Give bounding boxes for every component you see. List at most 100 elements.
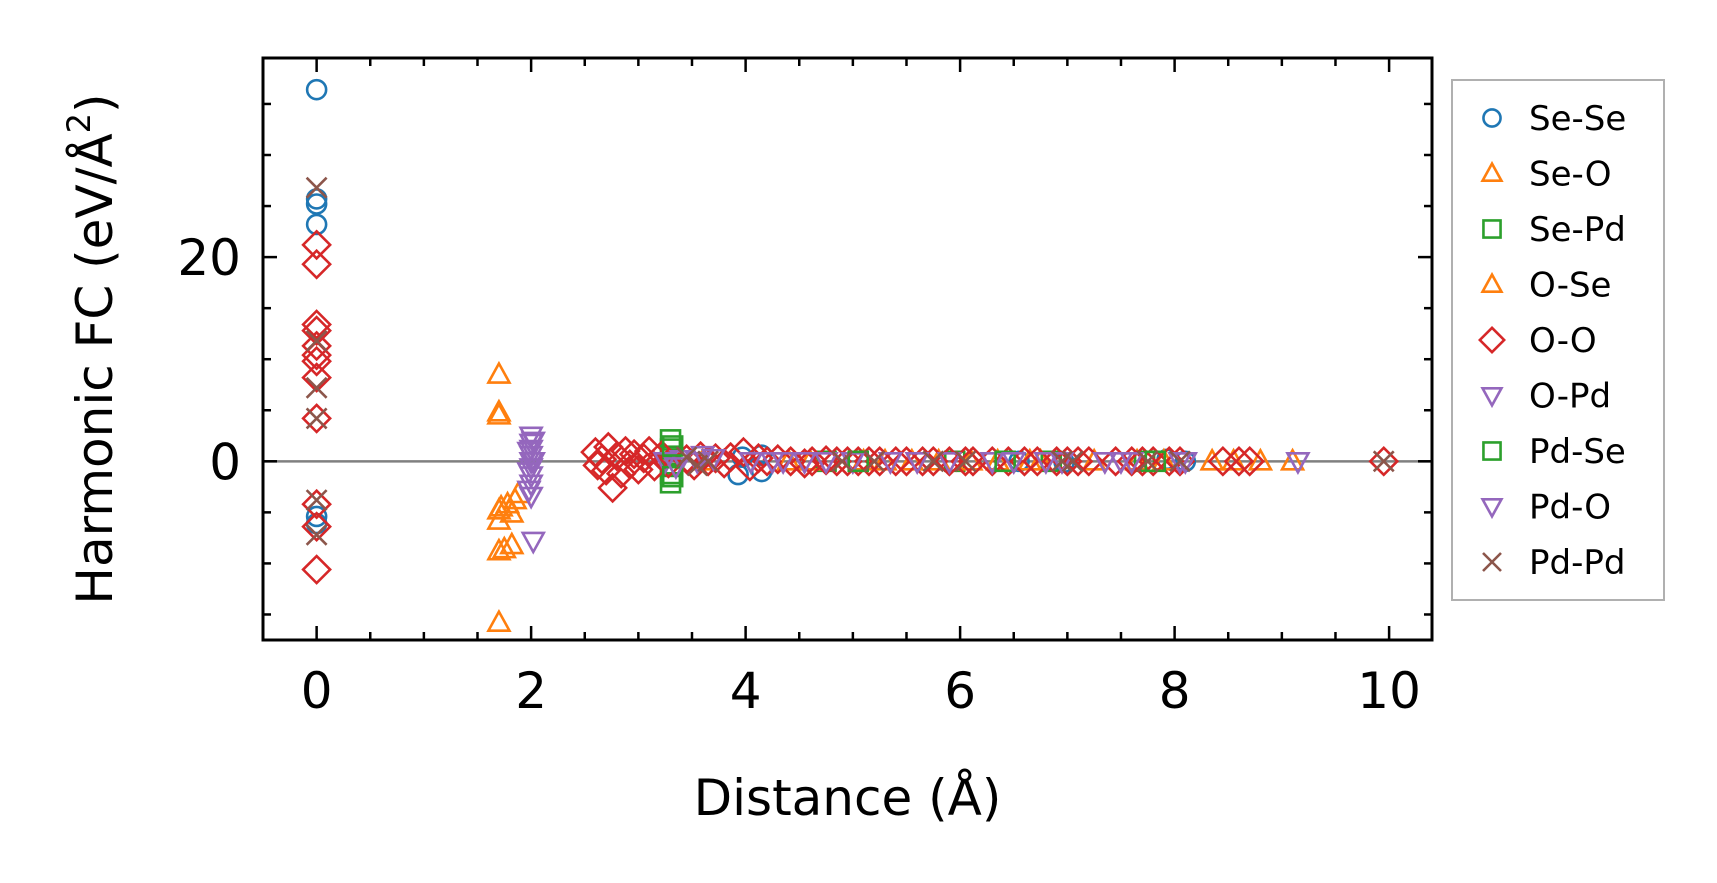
legend-entry-o-se: O-Se xyxy=(1480,266,1611,306)
point-pd-o xyxy=(904,452,930,476)
x-tick-label: 8 xyxy=(1159,662,1191,720)
point-o-pd xyxy=(1092,452,1118,476)
legend-marker-pd-pd xyxy=(1482,552,1502,572)
series-pd-o xyxy=(516,431,1193,504)
point-o-o xyxy=(301,248,332,280)
point-pd-pd xyxy=(1372,450,1395,473)
y-axis-label-main: Harmonic FC (eV/Å xyxy=(66,133,124,604)
legend-marker-pd-o xyxy=(1480,497,1504,520)
legend-entry-se-se: Se-Se xyxy=(1482,99,1626,139)
point-o-o xyxy=(762,443,794,475)
point-o-o xyxy=(601,440,633,472)
point-o-o xyxy=(301,511,332,543)
point-o-o xyxy=(728,436,759,468)
point-pd-pd xyxy=(831,450,854,473)
point-pd-o xyxy=(520,431,546,455)
point-se-se xyxy=(305,193,328,215)
point-o-o xyxy=(301,229,332,261)
x-tick-label: 6 xyxy=(944,662,976,720)
point-pd-o xyxy=(690,445,716,469)
point-pd-se xyxy=(661,465,684,488)
legend-entry-se-pd: Se-Pd xyxy=(1482,210,1626,250)
point-o-o xyxy=(1234,445,1266,477)
point-o-o xyxy=(597,472,628,504)
axes-frame xyxy=(261,56,1434,642)
axis-ticks xyxy=(261,58,1432,640)
legend-label: Se-O xyxy=(1529,155,1611,195)
point-o-pd xyxy=(520,531,546,555)
y-axis-label-close: ) xyxy=(66,93,124,113)
point-o-pd xyxy=(1285,452,1311,476)
point-pd-pd xyxy=(1061,450,1084,473)
point-o-o xyxy=(614,449,646,480)
point-o-o xyxy=(605,458,637,489)
tick-labels: 0 2 4 6 8 10 0 20 xyxy=(177,229,1421,720)
point-pd-pd xyxy=(863,450,886,473)
point-o-o xyxy=(301,362,332,393)
point-pd-pd xyxy=(697,450,719,473)
point-o-o xyxy=(1207,445,1239,477)
point-pd-pd xyxy=(305,523,328,546)
point-pd-pd xyxy=(954,450,977,473)
legend-marker-o-o xyxy=(1478,326,1506,354)
point-pd-se xyxy=(847,450,870,473)
y-axis-label: Harmonic FC (eV/Å2) xyxy=(60,93,124,604)
x-axis-label: Distance (Å) xyxy=(694,769,1002,827)
point-se-o xyxy=(1247,447,1274,471)
point-o-o xyxy=(301,345,332,377)
legend-entry-o-pd: O-Pd xyxy=(1480,377,1611,417)
legend-entry-se-o: Se-O xyxy=(1480,155,1611,195)
point-o-o xyxy=(796,445,828,477)
point-pd-o xyxy=(759,452,786,476)
point-o-pd xyxy=(877,452,904,476)
point-pd-o xyxy=(1001,452,1027,476)
point-pd-pd xyxy=(305,376,328,399)
point-pd-pd xyxy=(305,489,328,512)
point-o-o xyxy=(301,488,332,520)
legend-marker-o-se xyxy=(1480,271,1504,294)
point-o-o xyxy=(301,309,332,340)
point-o-o xyxy=(301,403,332,434)
legend-label: O-Pd xyxy=(1529,377,1611,417)
point-pd-o xyxy=(516,480,542,504)
legend-marker-se-o xyxy=(1480,160,1504,182)
point-se-o xyxy=(486,360,512,384)
point-o-se xyxy=(491,535,518,559)
legend-label: Se-Pd xyxy=(1529,210,1626,250)
point-o-se xyxy=(488,493,514,517)
point-o-o xyxy=(907,445,938,477)
point-pd-pd xyxy=(305,176,328,199)
point-pd-se xyxy=(1144,450,1167,473)
legend-marker-pd-se xyxy=(1482,441,1502,461)
x-tick-label: 4 xyxy=(730,662,762,720)
legend-label: Se-Se xyxy=(1529,99,1626,139)
point-o-o xyxy=(639,451,670,482)
point-o-o xyxy=(1223,445,1255,477)
y-axis-label-superscript: 2 xyxy=(60,113,98,133)
point-pd-se xyxy=(994,450,1016,473)
point-o-pd xyxy=(652,452,678,476)
point-pd-pd xyxy=(1136,450,1159,473)
point-o-o xyxy=(1368,445,1400,477)
legend-label: Pd-O xyxy=(1529,488,1611,528)
series-pd-se xyxy=(661,435,1167,488)
point-o-pd xyxy=(1033,452,1059,476)
point-o-pd xyxy=(936,452,963,476)
point-o-o xyxy=(708,448,740,479)
point-o-o xyxy=(734,451,766,482)
x-tick-label: 10 xyxy=(1357,662,1421,720)
point-se-o xyxy=(486,398,512,422)
y-tick-label: 20 xyxy=(177,229,241,287)
plot-area: 0 2 4 6 8 10 0 20 xyxy=(177,56,1434,720)
data-markers xyxy=(301,78,1400,632)
legend-entry-pd-pd: Pd-Pd xyxy=(1482,543,1625,583)
legend-marker-se-pd xyxy=(1482,219,1502,239)
legend-marker-se-se xyxy=(1482,108,1502,128)
point-se-o xyxy=(499,499,525,523)
point-o-o xyxy=(880,445,912,477)
point-o-pd xyxy=(738,452,764,476)
point-o-pd xyxy=(791,452,818,476)
series-pd-pd xyxy=(305,176,1395,546)
point-pd-pd xyxy=(675,446,698,469)
